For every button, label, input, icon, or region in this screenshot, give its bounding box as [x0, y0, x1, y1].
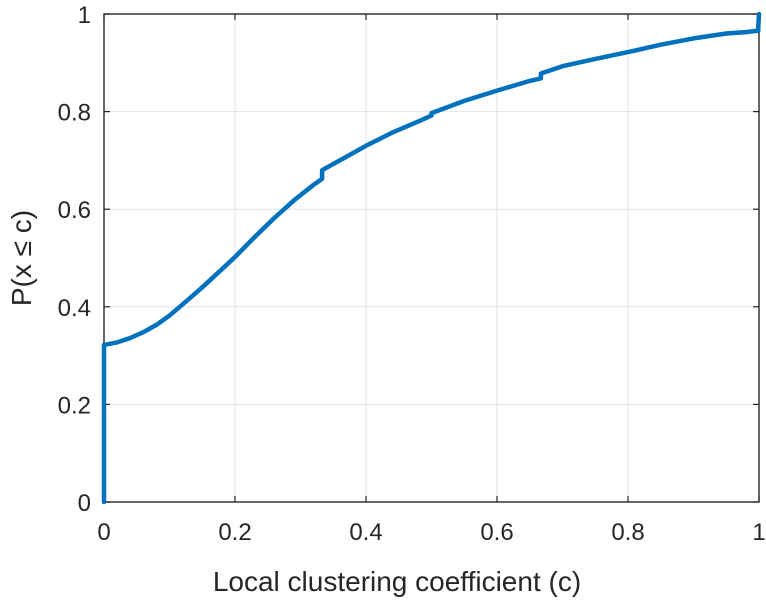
x-tick-label: 0.2 [218, 519, 251, 546]
series-layer [101, 11, 762, 505]
y-tick-label: 1 [78, 2, 91, 29]
x-tick-label: 0.4 [349, 519, 382, 546]
y-tick-label: 0.8 [58, 100, 91, 127]
y-tick-label: 0.2 [58, 392, 91, 419]
x-axis-label: Local clustering coefficient (c) [213, 566, 581, 597]
y-tick-label: 0.6 [58, 197, 91, 224]
x-tick-label: 0 [97, 519, 110, 546]
x-tick-label: 0.6 [480, 519, 513, 546]
cdf-series-line [101, 11, 762, 505]
y-axis-label: P(x ≤ c) [6, 210, 37, 306]
plot-area-box [103, 13, 760, 503]
y-tick-label: 0.4 [58, 295, 91, 322]
y-tick-label: 0 [78, 490, 91, 517]
ticks-layer: 0 0.2 0.4 0.6 0.8 1 0 0.2 0.4 0.6 0.8 1 [58, 2, 766, 546]
grid-layer [103, 13, 760, 503]
x-tick-label: 1 [752, 519, 765, 546]
x-tick-label: 0.8 [611, 519, 644, 546]
